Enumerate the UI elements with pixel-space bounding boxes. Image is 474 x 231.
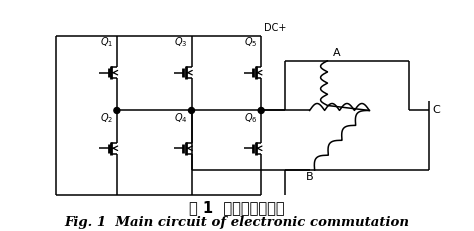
Text: A: A bbox=[333, 48, 340, 58]
Circle shape bbox=[189, 107, 194, 113]
Text: $Q_6$: $Q_6$ bbox=[244, 111, 257, 125]
Text: B: B bbox=[306, 172, 313, 182]
Text: $Q_5$: $Q_5$ bbox=[244, 35, 257, 49]
Text: $Q_3$: $Q_3$ bbox=[174, 35, 188, 49]
Circle shape bbox=[258, 107, 264, 113]
Text: DC+: DC+ bbox=[264, 23, 287, 33]
Text: Fig. 1  Main circuit of electronic commutation: Fig. 1 Main circuit of electronic commut… bbox=[64, 216, 410, 229]
Text: $Q_2$: $Q_2$ bbox=[100, 111, 113, 125]
Text: C: C bbox=[432, 106, 440, 116]
Text: $Q_4$: $Q_4$ bbox=[174, 111, 188, 125]
Text: $Q_1$: $Q_1$ bbox=[100, 35, 113, 49]
Text: 图 1  电子换相主回路: 图 1 电子换相主回路 bbox=[189, 201, 285, 216]
Circle shape bbox=[114, 107, 120, 113]
